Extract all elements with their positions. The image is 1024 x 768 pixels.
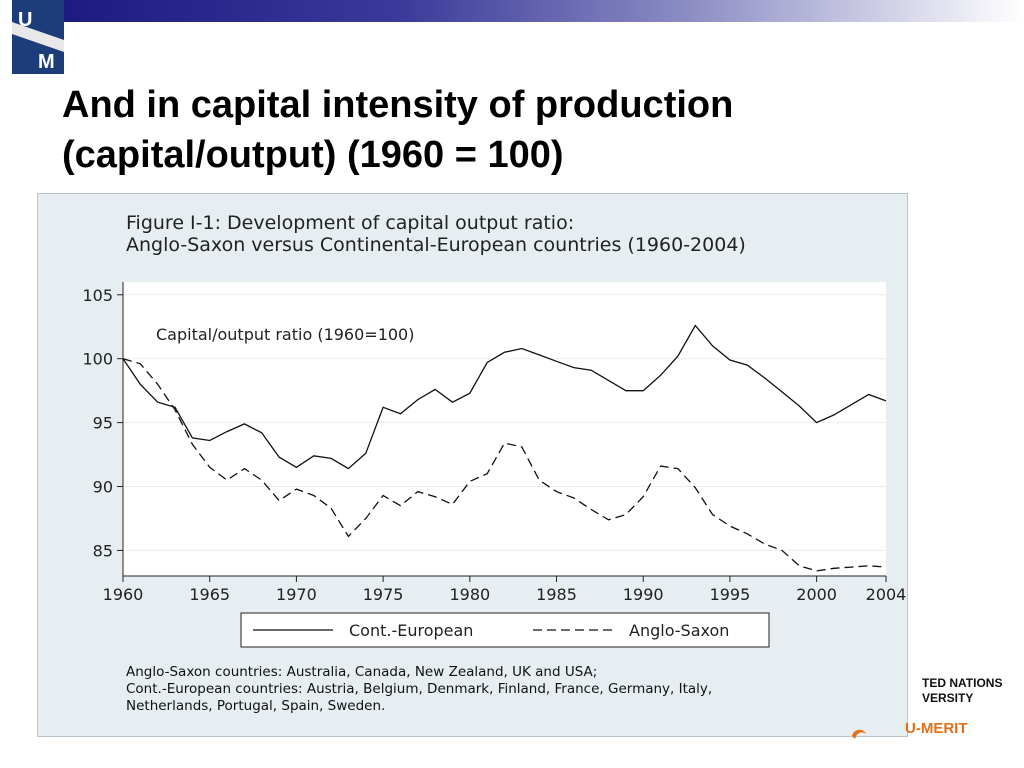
x-tick-label: 1970 [276, 585, 317, 604]
figure-panel: 85 90 95 100 105 1960 1965 1970 1975 1980 1985 1990… [37, 193, 908, 737]
y-tick-label: 85 [93, 541, 113, 560]
x-tick-label: 1985 [536, 585, 577, 604]
y-tick-label: 100 [82, 350, 113, 369]
y-tick-label: 90 [93, 478, 113, 497]
unu-merit-swirl-icon [852, 729, 866, 739]
un-university-label: TED NATIONS VERSITY [922, 676, 1022, 706]
x-tick-label: 1960 [103, 585, 144, 604]
plot-area [123, 282, 886, 576]
slide-title-line2: (capital/output) (1960 = 100) [62, 134, 564, 176]
chart-annotation: Capital/output ratio (1960=100) [156, 325, 414, 344]
legend-label-cont-european: Cont.-European [349, 621, 473, 640]
um-logo: U M [12, 0, 64, 74]
y-tick-label: 105 [82, 286, 113, 305]
y-tick-label: 95 [93, 414, 113, 433]
notes-line3: Netherlands, Portugal, Spain, Sweden. [126, 698, 386, 714]
un-label-line1: TED NATIONS [922, 676, 1003, 690]
x-tick-label: 2000 [796, 585, 837, 604]
x-tick-label: 2004 [866, 585, 907, 604]
unu-merit-label: U-MERIT [905, 720, 968, 737]
un-label-line2: VERSITY [922, 691, 974, 705]
slide-title: And in capital intensity of production (… [62, 80, 962, 180]
series-line-anglo-saxon [122, 358, 887, 572]
figure-title-line1: Figure I-1: Development of capital outpu… [126, 212, 575, 234]
figure-title-line2: Anglo-Saxon versus Continental-European … [126, 234, 746, 256]
header-gradient-bar [62, 0, 1024, 22]
notes-line1: Anglo-Saxon countries: Australia, Canada… [126, 664, 598, 680]
x-tick-label: 1990 [623, 585, 664, 604]
slide-title-line1: And in capital intensity of production [62, 84, 734, 126]
series-line-cont-european [122, 324, 887, 470]
x-tick-label: 1975 [363, 585, 404, 604]
logo-letter-u: U [18, 9, 32, 31]
figure-title: Figure I-1: Development of capital outpu… [126, 212, 746, 256]
x-tick-label: 1995 [710, 585, 751, 604]
x-tick-label: 1980 [449, 585, 490, 604]
notes-line2: Cont.-European countries: Austria, Belgi… [126, 681, 713, 697]
legend-label-anglo-saxon: Anglo-Saxon [629, 621, 729, 640]
logo-letter-m: M [38, 51, 55, 73]
figure-notes: Anglo-Saxon countries: Australia, Canada… [126, 664, 712, 715]
capital-output-chart: 85 90 95 100 105 1960 1965 1970 1975 1980 1985 1990… [82, 282, 907, 648]
x-tick-label: 1965 [189, 585, 230, 604]
